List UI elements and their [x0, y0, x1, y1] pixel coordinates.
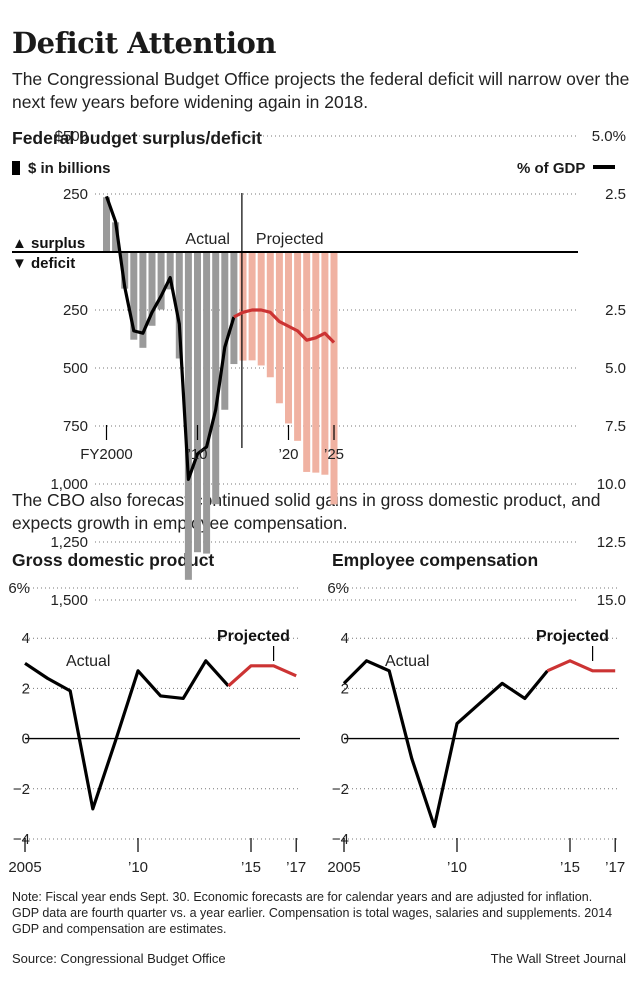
y-tick-label: 4: [341, 630, 349, 647]
x-tick-label: 2005: [327, 859, 360, 876]
right-tick-label: 2.5: [605, 302, 626, 319]
comp-chart-title: Employee compensation: [332, 550, 539, 570]
budget-chart: $500 250 250 500 750 1,000 1,250 1,500 5.0% 2.5 2.…: [12, 128, 626, 609]
page-subtitle: The Congressional Budget Office projects…: [12, 69, 630, 112]
y-tick-label: 4: [22, 630, 30, 647]
actual-line: [342, 659, 549, 829]
actual-bar: [212, 252, 220, 505]
x-tick-label: ’15: [241, 859, 261, 876]
legend-bars-label: $ in billions: [28, 160, 111, 177]
actual-bar: [103, 197, 110, 252]
actual-bar: [157, 252, 165, 310]
y-tick-label: 6%: [327, 580, 349, 597]
legend-line-label: % of GDP: [517, 160, 586, 177]
comp-chart: 6% 4 2 0 −2 −4 Actual Projected 2005 ’10 ’15 ’17: [327, 580, 625, 876]
x-tick-label: ’20: [278, 446, 298, 463]
actual-bar: [194, 252, 201, 553]
actual-bar: [121, 252, 129, 289]
credit-text: The Wall Street Journal: [490, 951, 626, 966]
actual-gdp-line: [104, 195, 236, 481]
x-tick-label: ’17: [286, 859, 306, 876]
projected-bar: [303, 252, 311, 472]
projected-bar: [285, 252, 292, 424]
right-tick-label: 2.5: [605, 186, 626, 203]
actual-bar: [148, 252, 156, 326]
y-tick-label: 2: [22, 680, 30, 697]
gdp-chart: 6% 4 2 0 −2 −4 Actual Projected 2005 ’10 ’15 ’17: [8, 580, 306, 876]
x-tick-label: ’15: [560, 859, 580, 876]
actual-line: [24, 659, 230, 811]
projected-line: [227, 664, 297, 688]
actual-label: Actual: [66, 653, 110, 670]
y-tick-label: −2: [332, 781, 349, 798]
legend-bar-swatch: [12, 161, 20, 175]
y-tick-label: −4: [13, 831, 30, 848]
projected-line: [546, 659, 616, 673]
x-tick-label: ’10: [128, 859, 148, 876]
actual-bar: [139, 252, 147, 348]
left-tick-label: 500: [63, 360, 88, 377]
projected-label: Projected: [536, 628, 609, 645]
left-tick-label: 250: [63, 302, 88, 319]
projected-gdp-line: [233, 308, 336, 344]
y-tick-label: 0: [341, 731, 349, 748]
actual-bar: [112, 222, 120, 252]
projected-label: Projected: [217, 628, 290, 645]
x-tick-label: 2005: [8, 859, 41, 876]
left-tick-label: 1,250: [50, 534, 88, 551]
right-tick-label: 7.5: [605, 418, 626, 435]
actual-bar: [130, 252, 138, 340]
projected-bar: [275, 252, 283, 404]
projected-bar: [239, 252, 247, 361]
y-tick-label: −2: [13, 781, 30, 798]
mid-text: The CBO also forecast continued solid ga…: [12, 490, 601, 533]
right-tick-label: 15.0: [597, 592, 626, 609]
right-tick-label: 10.0: [597, 476, 626, 493]
right-tick-label: 5.0%: [592, 128, 626, 145]
x-tick-label: ’17: [605, 859, 625, 876]
actual-label: Actual: [385, 653, 429, 670]
projected-bar: [266, 252, 274, 378]
left-tick-label: 1,500: [50, 592, 88, 609]
actual-bar: [175, 252, 183, 359]
y-tick-label: −4: [332, 831, 349, 848]
x-tick-label: ’10: [187, 446, 207, 463]
gdp-chart-title: Gross domestic product: [12, 550, 215, 570]
budget-chart-title: Federal budget surplus/deficit: [12, 128, 262, 148]
right-tick-label: 12.5: [597, 534, 626, 551]
footnote: Note: Fiscal year ends Sept. 30. Economi…: [12, 890, 613, 936]
left-tick-label: 250: [63, 186, 88, 203]
x-tick-label: FY2000: [80, 446, 133, 463]
left-tick-label: 750: [63, 418, 88, 435]
surplus-label: ▲ surplus: [12, 235, 85, 252]
legend-line-swatch: [593, 165, 616, 169]
deficit-label: ▼ deficit: [12, 255, 75, 272]
y-tick-label: 2: [341, 680, 349, 697]
legend-line: % of GDP: [517, 160, 616, 177]
actual-bar: [203, 252, 211, 554]
right-tick-label: 5.0: [605, 360, 626, 377]
actual-bar: [221, 252, 229, 410]
x-tick-label: ’10: [447, 859, 467, 876]
actual-bar: [184, 252, 192, 580]
projected-label: Projected: [256, 231, 324, 248]
x-tick-label: ’25: [324, 446, 344, 463]
page-title: Deficit Attention: [12, 26, 276, 60]
y-tick-label: 6%: [8, 580, 30, 597]
projected-bar: [321, 252, 329, 475]
y-tick-label: 0: [22, 731, 30, 748]
left-tick-label: 1,000: [50, 476, 88, 493]
projected-bar: [248, 252, 256, 361]
legend-bars: $ in billions: [12, 160, 111, 177]
projected-bar: [294, 252, 302, 441]
source-text: Source: Congressional Budget Office: [12, 951, 226, 966]
actual-label: Actual: [185, 231, 229, 248]
actual-bar: [230, 252, 238, 365]
left-tick-label: $500: [55, 128, 88, 145]
actual-bar: [166, 252, 174, 290]
projected-bar: [312, 252, 320, 473]
projected-bar: [330, 252, 338, 505]
